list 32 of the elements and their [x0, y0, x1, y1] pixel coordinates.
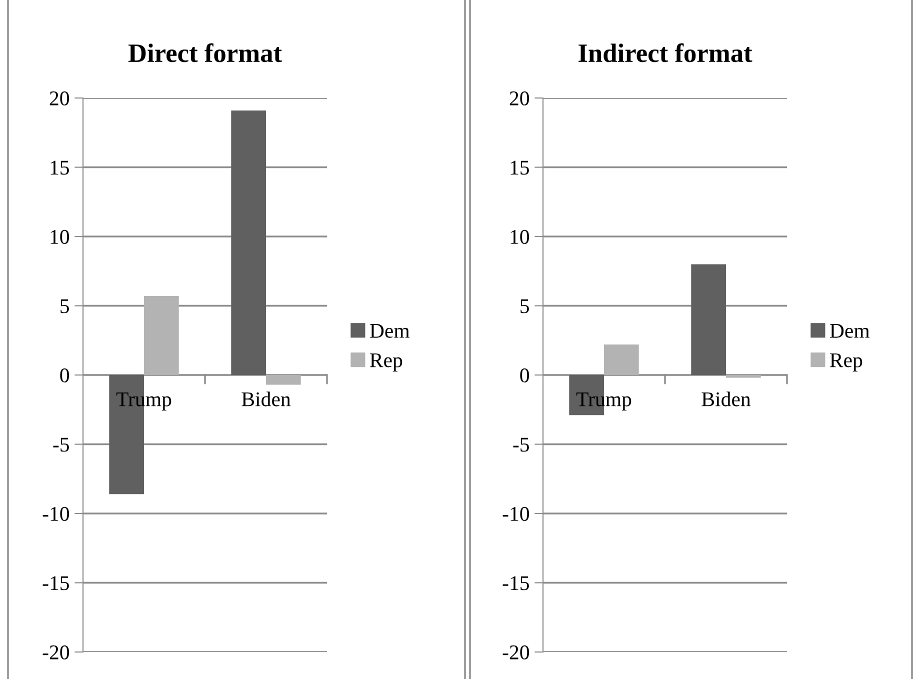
y-tick-label: -10 — [42, 506, 70, 521]
y-tick-label: 5 — [60, 299, 69, 314]
bar — [604, 344, 639, 375]
y-tick-label: -10 — [502, 506, 530, 521]
y-tick-label: 0 — [60, 368, 70, 382]
chart-title: Indirect format — [578, 43, 752, 62]
y-tick-label: -5 — [53, 438, 69, 452]
bar — [691, 264, 726, 375]
x-tick-label: Biden — [242, 392, 291, 406]
bar — [726, 375, 761, 378]
legend-label: Dem — [830, 324, 870, 338]
y-tick-label: -20 — [502, 645, 530, 660]
legend-label: Dem — [370, 324, 410, 338]
bar — [266, 375, 301, 385]
y-tick-label: 15 — [510, 160, 529, 175]
y-tick-label: -20 — [42, 645, 70, 660]
y-tick-label: 20 — [510, 91, 530, 106]
y-tick-label: -5 — [513, 438, 529, 452]
y-tick-label: 10 — [510, 230, 530, 244]
legend-label: Rep — [370, 353, 402, 372]
y-tick-label: -15 — [42, 576, 69, 590]
bar — [231, 110, 266, 375]
y-tick-label: 0 — [520, 368, 530, 382]
y-tick-label: 10 — [50, 230, 70, 244]
legend-label: Rep — [830, 353, 862, 372]
x-tick-label: Biden — [702, 392, 751, 406]
bar — [144, 296, 179, 375]
y-tick-label: 20 — [50, 91, 70, 106]
y-tick-label: -15 — [502, 576, 529, 590]
chart-title: Direct format — [128, 43, 282, 62]
y-tick-label: 15 — [50, 160, 69, 175]
y-tick-label: 5 — [520, 299, 529, 314]
